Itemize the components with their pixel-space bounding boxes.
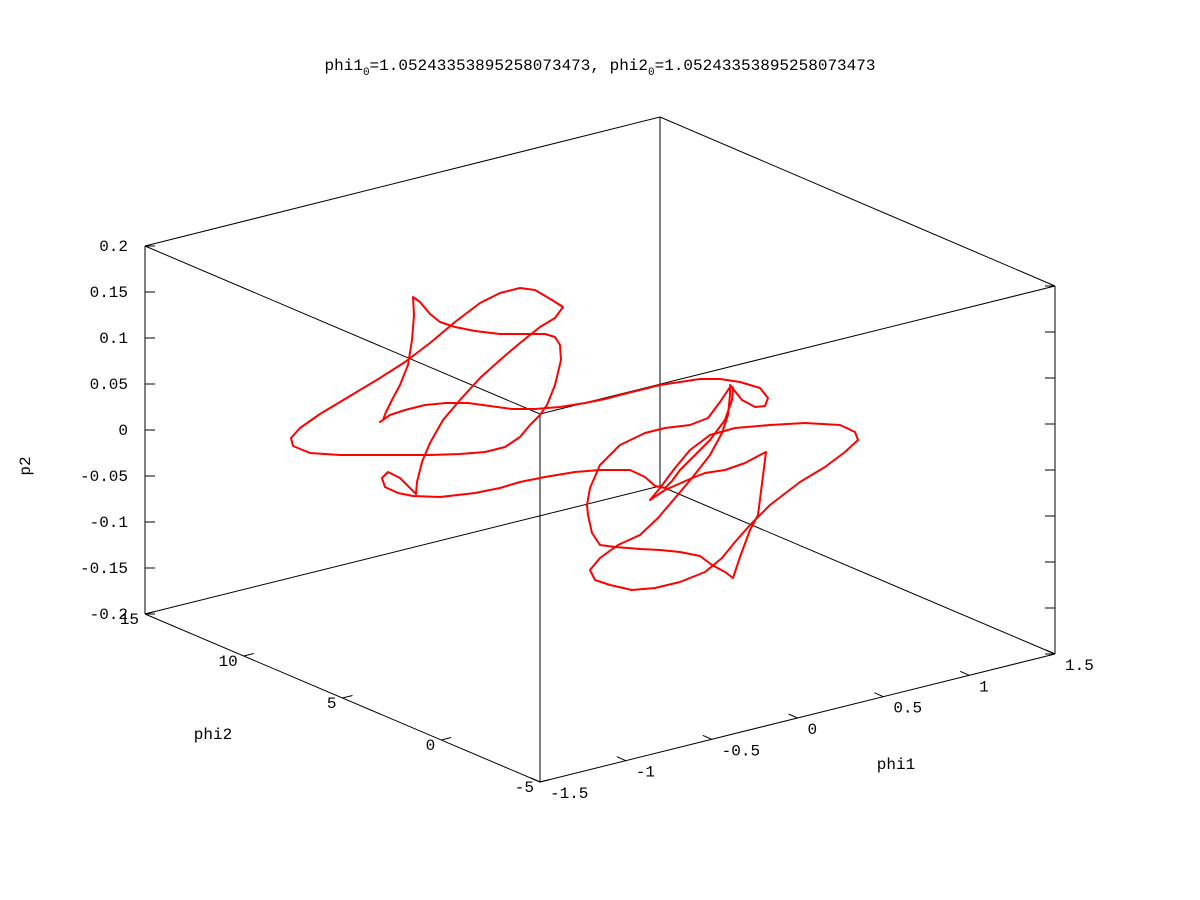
z-tick-label: 0.15 xyxy=(90,284,128,302)
chart-title: phi10=1.05243353895258073473, phi20=1.05… xyxy=(325,57,876,79)
title-sub2: 0 xyxy=(648,67,655,79)
title-val2: =1.05243353895258073473 xyxy=(655,57,876,75)
x-tick-label: 0.5 xyxy=(893,700,922,718)
series-curve xyxy=(586,386,859,591)
title-var1: phi1 xyxy=(325,57,363,75)
y-tick-label: 5 xyxy=(327,695,337,713)
title-sub1: 0 xyxy=(363,67,370,79)
title-var2: phi2 xyxy=(610,57,648,75)
y-tick-label: 10 xyxy=(219,653,238,671)
frame-edge xyxy=(144,116,661,247)
x-tick-label: 1.5 xyxy=(1065,657,1094,675)
z-tick-label: -0.2 xyxy=(90,606,128,624)
z-tick-label: -0.05 xyxy=(80,468,128,486)
x-tick xyxy=(1045,649,1056,655)
y-tick-label: 15 xyxy=(120,611,139,629)
frame-edge xyxy=(144,485,661,615)
x-tick-label: 1 xyxy=(979,678,989,696)
x-tick xyxy=(530,777,541,783)
z-tick-label: -0.15 xyxy=(80,560,128,578)
z-tick-label: 0.05 xyxy=(90,376,128,394)
frame-edge xyxy=(144,245,541,415)
y-tick xyxy=(342,695,353,699)
z-tick-label: 0.2 xyxy=(99,238,128,256)
z-tick-label: 0.1 xyxy=(99,330,128,348)
x-axis-label: phi1 xyxy=(877,756,915,774)
x-tick xyxy=(788,713,798,719)
x-tick xyxy=(874,692,884,698)
title-val1: =1.05243353895258073473, xyxy=(370,57,610,75)
x-tick-label: -1.5 xyxy=(550,785,588,803)
y-tick-label: -5 xyxy=(515,779,534,797)
frame-edge xyxy=(659,116,1056,287)
series-curve xyxy=(290,287,769,498)
z-tick-label: -0.1 xyxy=(90,514,128,532)
x-tick-label: -0.5 xyxy=(722,742,760,760)
frame-edge xyxy=(659,485,1056,655)
axis-tick-labels: -0.2-0.15-0.1-0.0500.050.10.150.2-505101… xyxy=(80,238,1094,803)
axis-ticks xyxy=(144,245,1056,783)
x-tick xyxy=(702,734,712,740)
series-layer xyxy=(290,287,859,591)
y-tick-label: 0 xyxy=(426,737,436,755)
z-axis-label: p2 xyxy=(17,456,35,475)
x-tick xyxy=(616,756,627,762)
x-tick-label: 0 xyxy=(808,721,818,739)
z-tick-label: 0 xyxy=(118,422,128,440)
y-tick xyxy=(144,611,156,615)
y-tick xyxy=(243,653,254,657)
x-tick-label: -1 xyxy=(636,764,655,782)
x-tick xyxy=(959,670,970,676)
y-tick xyxy=(539,779,551,783)
y-axis-label: phi2 xyxy=(194,726,232,744)
y-tick xyxy=(441,737,452,741)
